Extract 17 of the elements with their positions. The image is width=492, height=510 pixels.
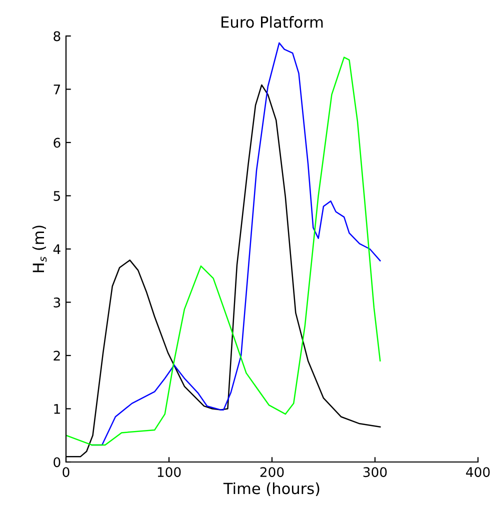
x-tick-label: 200 [260, 467, 284, 478]
x-tick-label: 400 [466, 467, 490, 478]
y-tick-label: 0 [54, 457, 60, 468]
y-tick-label: 2 [54, 350, 60, 361]
x-tick-label: 0 [62, 467, 70, 478]
y-tick-label: 5 [54, 191, 60, 201]
x-tick-label: 100 [158, 467, 181, 478]
chart-title: Euro Platform [222, 16, 323, 28]
y-tick-label: 4 [53, 244, 60, 254]
y-tick-label: 3 [54, 297, 60, 308]
x-tick-label: 300 [363, 467, 387, 478]
y-tick-label: 7 [54, 84, 60, 94]
y-tick-label: 8 [54, 31, 60, 42]
y-tick-label: 6 [54, 138, 60, 148]
y-tick-label: 1 [54, 404, 60, 414]
y-axis-title: H$_{s}$ (m) [32, 226, 47, 272]
x-axis-title: Time (hours) [223, 482, 320, 496]
